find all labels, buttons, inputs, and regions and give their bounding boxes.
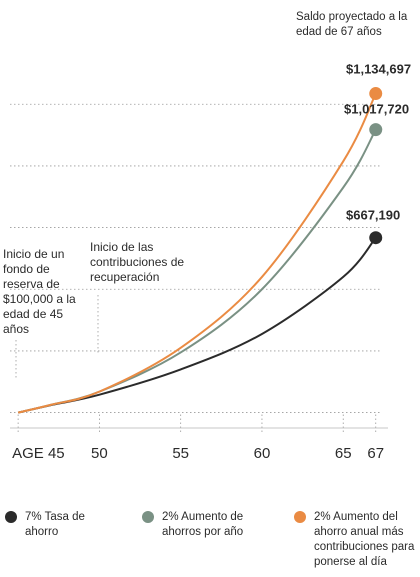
- reserve-fund-note: Inicio de un fondo de reserva de $100,00…: [3, 247, 76, 336]
- legend-item-catch-up: 2% Aumento del ahorro anual más contribu…: [294, 510, 418, 570]
- x-tick-label: 65: [335, 445, 352, 462]
- end-point: [369, 87, 383, 101]
- x-tick-label: 50: [91, 445, 108, 462]
- legend-swatch: [5, 511, 17, 523]
- end-value-label: $1,134,697: [346, 62, 411, 77]
- projected-balance-chart: AGE 45 50 55 60 65 67 $667,190 $1,017,720 $1,13…: [10, 62, 411, 462]
- end-value-label: $667,190: [346, 208, 400, 223]
- x-tick-label: 55: [172, 445, 189, 462]
- legend-swatch: [142, 511, 154, 523]
- end-point: [369, 123, 383, 137]
- grid-lines: [10, 103, 382, 432]
- x-tick-label: AGE 45: [12, 445, 65, 462]
- end-value-label: $1,017,720: [344, 102, 409, 117]
- legend-label: 2% Aumento del ahorro anual más contribu…: [314, 511, 415, 568]
- end-points: [369, 87, 383, 245]
- legend-swatch: [294, 511, 306, 523]
- x-tick-label: 60: [254, 445, 271, 462]
- end-labels: $667,190 $1,017,720 $1,134,697: [344, 62, 411, 223]
- series-line: [17, 93, 377, 414]
- x-axis: AGE 45 50 55 60 65 67: [10, 427, 388, 462]
- x-tick-label: 67: [367, 445, 384, 462]
- legend-item-annual-increase: 2% Aumento de ahorros por año: [142, 510, 282, 540]
- legend-item-savings-rate: 7% Tasa de ahorro: [5, 510, 130, 540]
- series-lines: [17, 93, 377, 414]
- end-point: [369, 231, 383, 245]
- recovery-contributions-note: Inicio de las contribuciones de recupera…: [90, 240, 185, 284]
- projected-balance-note: Saldo proyectado a la edad de 67 años: [296, 11, 408, 38]
- legend-label: 7% Tasa de ahorro: [25, 511, 85, 538]
- legend-label: 2% Aumento de ahorros por año: [162, 511, 244, 538]
